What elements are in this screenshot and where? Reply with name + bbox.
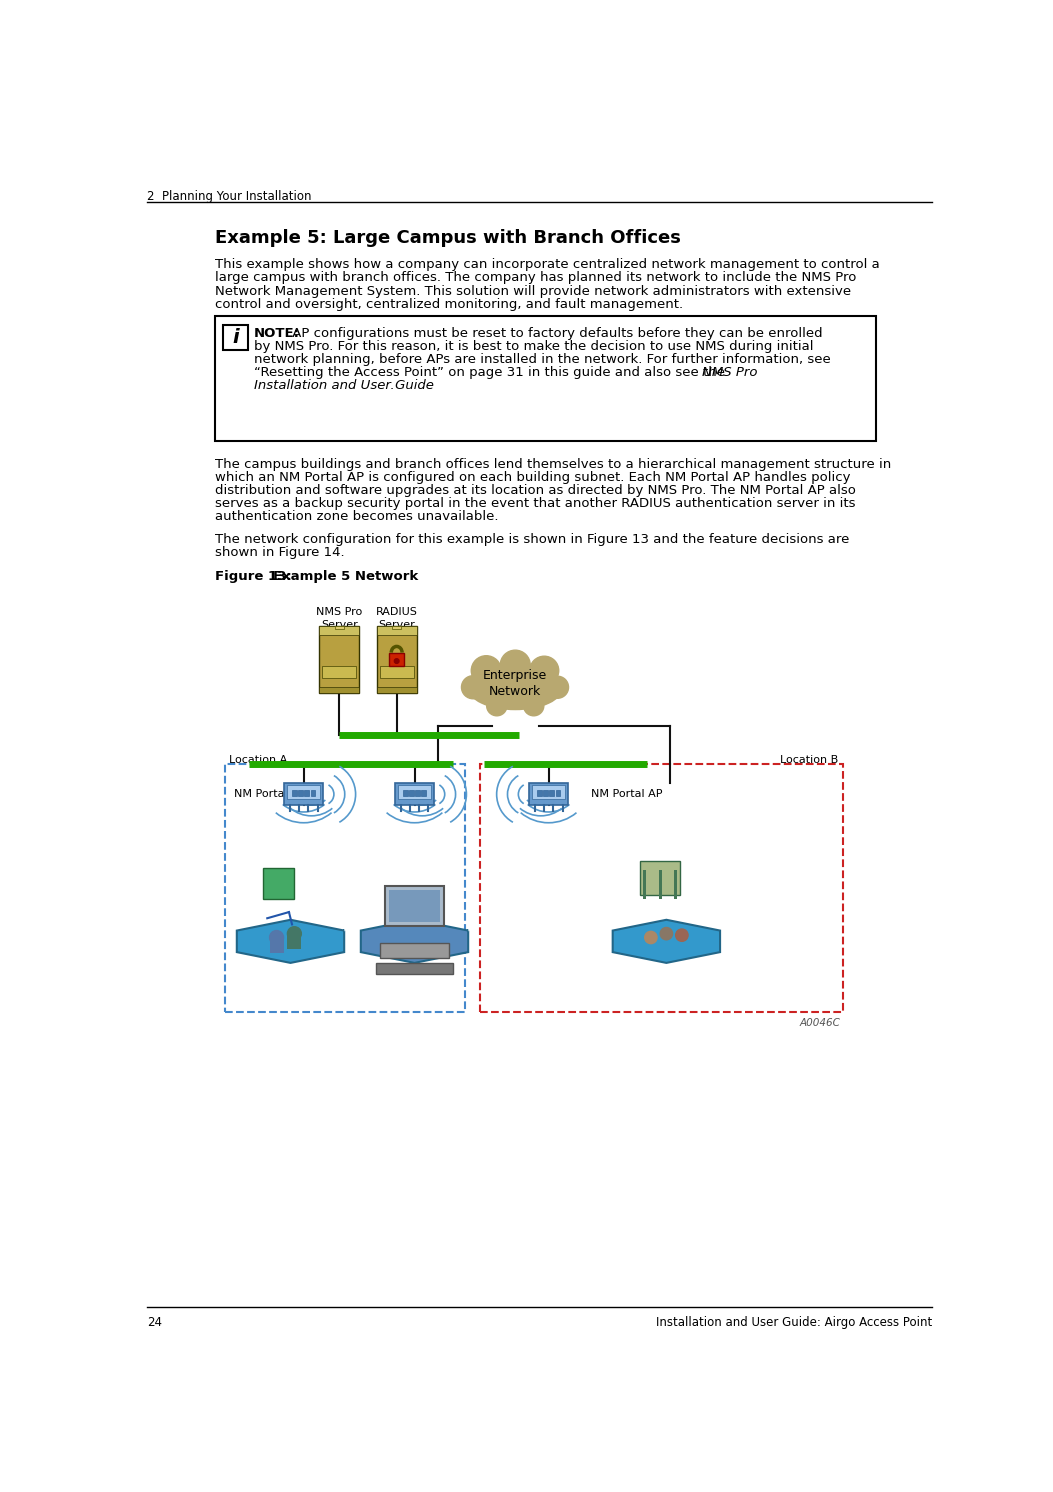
Polygon shape [613, 919, 720, 962]
Text: by NMS Pro. For this reason, it is best to make the decision to use NMS during i: by NMS Pro. For this reason, it is best … [254, 340, 814, 354]
Text: This example shows how a company can incorporate centralized network management : This example shows how a company can inc… [215, 258, 879, 272]
Text: large campus with branch offices. The company has planned its network to include: large campus with branch offices. The co… [215, 272, 856, 285]
FancyBboxPatch shape [530, 783, 568, 806]
Circle shape [270, 931, 283, 944]
Ellipse shape [472, 655, 501, 685]
FancyBboxPatch shape [674, 870, 677, 900]
Text: NMS Pro
Server: NMS Pro Server [316, 607, 362, 630]
FancyBboxPatch shape [292, 789, 297, 795]
FancyBboxPatch shape [319, 688, 359, 694]
FancyBboxPatch shape [319, 625, 359, 636]
FancyBboxPatch shape [380, 943, 449, 958]
FancyBboxPatch shape [377, 625, 417, 694]
Text: 24: 24 [147, 1316, 162, 1328]
FancyBboxPatch shape [335, 625, 344, 628]
FancyBboxPatch shape [403, 789, 408, 795]
Ellipse shape [547, 676, 569, 698]
Text: AP configurations must be reset to factory defaults before they can be enrolled: AP configurations must be reset to facto… [289, 327, 822, 340]
FancyBboxPatch shape [377, 688, 417, 694]
Text: serves as a backup security portal in the event that another RADIUS authenticati: serves as a backup security portal in th… [215, 497, 855, 510]
Text: NM Portal AP: NM Portal AP [591, 789, 662, 800]
FancyBboxPatch shape [389, 889, 440, 922]
Text: NMS Pro: NMS Pro [702, 366, 757, 379]
FancyBboxPatch shape [543, 789, 548, 795]
FancyBboxPatch shape [550, 789, 554, 795]
Text: NOTE:: NOTE: [254, 327, 300, 340]
Text: Enterprise
Network: Enterprise Network [483, 668, 548, 698]
FancyBboxPatch shape [311, 789, 315, 795]
FancyBboxPatch shape [658, 870, 661, 900]
FancyBboxPatch shape [385, 886, 444, 927]
FancyBboxPatch shape [377, 625, 417, 636]
Text: The network configuration for this example is shown in Figure 13 and the feature: The network configuration for this examp… [215, 533, 849, 546]
Text: shown in Figure 14.: shown in Figure 14. [215, 546, 344, 560]
Text: Network Management System. This solution will provide network administrators wit: Network Management System. This solution… [215, 285, 851, 297]
FancyBboxPatch shape [640, 861, 680, 895]
Text: Location A: Location A [230, 755, 287, 765]
Ellipse shape [500, 651, 531, 680]
Text: which an NM Portal AP is configured on each building subnet. Each NM Portal AP h: which an NM Portal AP is configured on e… [215, 471, 850, 483]
Text: network planning, before APs are installed in the network. For further informati: network planning, before APs are install… [254, 354, 831, 366]
FancyBboxPatch shape [215, 316, 876, 440]
FancyBboxPatch shape [398, 785, 431, 798]
Text: NM Portal AP: NM Portal AP [234, 789, 305, 800]
FancyBboxPatch shape [643, 870, 647, 900]
FancyBboxPatch shape [409, 789, 414, 795]
FancyBboxPatch shape [223, 325, 247, 351]
FancyBboxPatch shape [556, 789, 560, 795]
FancyBboxPatch shape [389, 652, 404, 667]
Circle shape [395, 659, 399, 664]
Circle shape [660, 928, 673, 940]
Text: .: . [390, 379, 394, 392]
FancyBboxPatch shape [263, 868, 295, 900]
Ellipse shape [530, 656, 559, 685]
FancyBboxPatch shape [287, 935, 301, 949]
FancyBboxPatch shape [287, 785, 320, 798]
Polygon shape [361, 919, 469, 962]
Text: authentication zone becomes unavailable.: authentication zone becomes unavailable. [215, 510, 498, 524]
Text: distribution and software upgrades at its location as directed by NMS Pro. The N: distribution and software upgrades at it… [215, 483, 855, 497]
Text: Figure 13:: Figure 13: [215, 570, 292, 583]
FancyBboxPatch shape [376, 962, 453, 974]
Ellipse shape [468, 665, 562, 709]
FancyBboxPatch shape [304, 789, 310, 795]
Text: Installation and User Guide: Installation and User Guide [254, 379, 434, 392]
Text: “Resetting the Access Point” on page 31 in this guide and also see the: “Resetting the Access Point” on page 31 … [254, 366, 730, 379]
Circle shape [287, 927, 301, 940]
Text: Location B: Location B [780, 755, 838, 765]
FancyBboxPatch shape [395, 783, 434, 806]
FancyBboxPatch shape [674, 870, 677, 900]
Ellipse shape [486, 695, 506, 716]
Text: The campus buildings and branch offices lend themselves to a hierarchical manage: The campus buildings and branch offices … [215, 458, 891, 471]
Ellipse shape [461, 676, 484, 698]
FancyBboxPatch shape [533, 785, 564, 798]
FancyBboxPatch shape [319, 625, 359, 694]
Text: A0046C: A0046C [800, 1019, 840, 1028]
FancyBboxPatch shape [270, 938, 283, 953]
FancyBboxPatch shape [380, 665, 414, 677]
FancyBboxPatch shape [415, 789, 420, 795]
Circle shape [644, 931, 657, 943]
Text: control and oversight, centralized monitoring, and fault management.: control and oversight, centralized monit… [215, 297, 682, 310]
FancyBboxPatch shape [421, 789, 426, 795]
Text: 2  Planning Your Installation: 2 Planning Your Installation [147, 189, 312, 203]
Polygon shape [237, 919, 344, 962]
FancyBboxPatch shape [643, 870, 647, 900]
Ellipse shape [523, 695, 543, 716]
Text: Example 5: Large Campus with Branch Offices: Example 5: Large Campus with Branch Offi… [215, 230, 680, 248]
Circle shape [676, 930, 688, 941]
Text: i: i [232, 328, 239, 348]
FancyBboxPatch shape [658, 870, 661, 900]
Text: Installation and User Guide: Airgo Access Point: Installation and User Guide: Airgo Acces… [656, 1316, 932, 1328]
FancyBboxPatch shape [298, 789, 303, 795]
FancyBboxPatch shape [284, 783, 323, 806]
FancyBboxPatch shape [537, 789, 541, 795]
FancyBboxPatch shape [322, 665, 356, 677]
Text: Example 5 Network: Example 5 Network [274, 570, 419, 583]
Text: RADIUS
Server: RADIUS Server [376, 607, 418, 630]
FancyBboxPatch shape [392, 625, 401, 628]
